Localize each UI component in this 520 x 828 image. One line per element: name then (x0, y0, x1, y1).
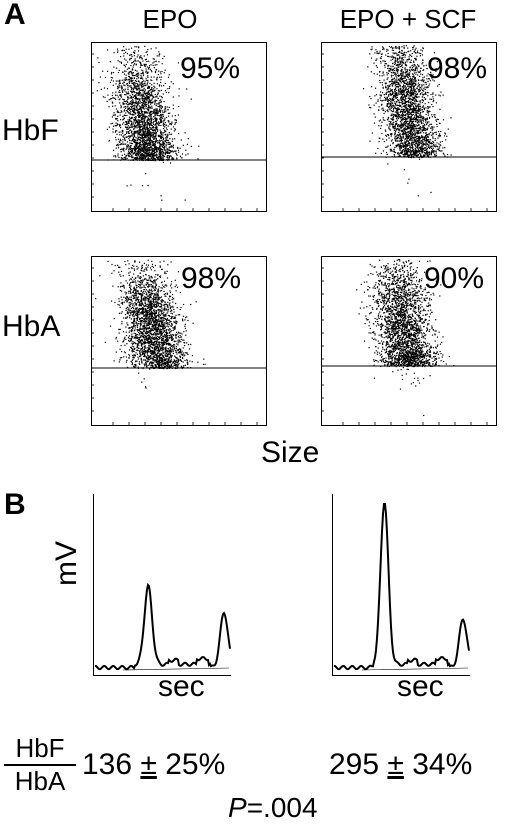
stat-epo-value: 136 (82, 748, 133, 781)
stat-epo-scf-err: 34% (412, 748, 473, 781)
percent-label-hbf-epo: 95% (180, 52, 241, 85)
scatter-plot-hba-epo (91, 256, 267, 426)
stat-epo: 136 ± 25% (82, 748, 225, 782)
chromatogram-epo-scf (332, 494, 470, 676)
panel-b-label: B (4, 488, 26, 521)
scatter-points-hbf (96, 45, 200, 201)
chromatogram-epo (93, 494, 231, 676)
baseline (361, 667, 469, 671)
chromatogram-axes (93, 494, 231, 676)
plot-frame (91, 42, 267, 212)
y-axis-label-mv: mV (50, 541, 83, 586)
scatter-points-hba (356, 259, 455, 417)
panel-a-label: A (4, 0, 26, 31)
stat-epo-pm: ± (140, 748, 157, 781)
scatter-plot-hba-epo-scf (321, 256, 497, 426)
percent-label-hbf-epo-scf: 98% (427, 52, 488, 85)
stat-epo-scf-value: 295 (329, 748, 380, 781)
stat-epo-scf-pm: ± (387, 748, 404, 781)
x-axis-label-sec-epo-scf: sec (397, 670, 444, 703)
percent-label-hba-epo-scf: 90% (424, 262, 485, 295)
ratio-denominator: HbA (14, 766, 66, 796)
column-title-epo-scf: EPO + SCF (339, 4, 477, 34)
percent-label-hba-epo: 98% (181, 262, 242, 295)
stat-epo-scf: 295 ± 34% (329, 748, 472, 782)
column-title-epo: EPO (142, 4, 198, 34)
baseline (122, 667, 230, 671)
ratio-numerator: HbF (15, 733, 65, 763)
row-label-hbA: HbA (2, 310, 61, 343)
scatter-points-hbf (363, 45, 452, 197)
chromatogram-trace (94, 582, 231, 671)
scatter-plot-hbf-epo (91, 42, 267, 212)
scatter-plot-hbf-epo-scf (321, 42, 497, 212)
fraction-bar (4, 764, 76, 766)
plot-frame (321, 42, 497, 212)
stat-epo-err: 25% (165, 748, 226, 781)
plot-frame (91, 256, 267, 426)
chromatogram-axes (332, 494, 470, 676)
p-value: P=.004 (228, 792, 318, 824)
chromatogram-trace (333, 503, 470, 671)
ratio-fraction: HbF HbA (0, 733, 80, 797)
x-axis-label-size: Size (261, 436, 320, 469)
row-label-hbf: HbF (2, 114, 59, 147)
x-axis-label-sec-epo: sec (158, 670, 205, 703)
p-value-symbol: P (228, 792, 247, 823)
plot-frame (321, 256, 497, 426)
p-value-number: =.004 (246, 792, 318, 823)
